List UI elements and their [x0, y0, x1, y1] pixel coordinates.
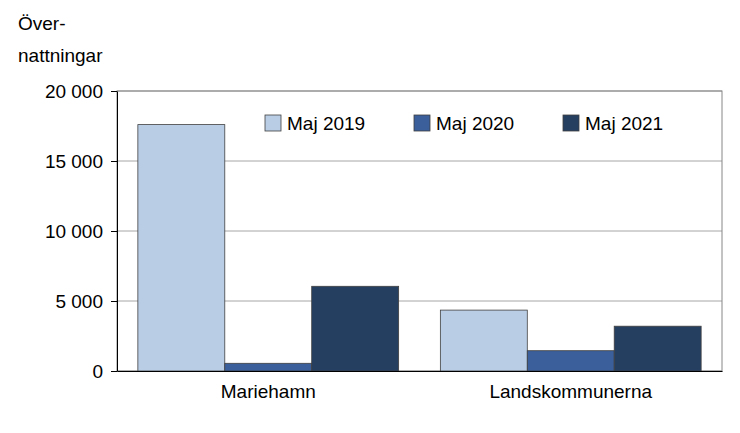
y-tick-label: 10 000 — [45, 221, 103, 242]
bar — [527, 351, 614, 371]
y-axis-title: Över-nattningar — [18, 13, 103, 66]
legend-swatch — [265, 115, 281, 131]
x-tick: Landskommunerna — [489, 371, 652, 402]
x-axis: Mariehamn Landskommunerna — [118, 371, 723, 402]
x-tick-label: Mariehamn — [221, 381, 316, 402]
y-tick-label: 15 000 — [45, 151, 103, 172]
y-tick-label: 5 000 — [55, 291, 103, 312]
y-tick-mark — [111, 161, 117, 162]
legend-label: Maj 2020 — [436, 113, 514, 134]
bar — [440, 310, 527, 371]
y-tick-mark — [111, 371, 117, 372]
legend-label: Maj 2019 — [287, 113, 365, 134]
y-tick-label: 20 000 — [45, 81, 103, 102]
y-tick: 10 000 — [45, 221, 117, 242]
legend-swatch — [414, 115, 430, 131]
legend-item: Maj 2021 — [563, 113, 663, 134]
grid — [117, 91, 722, 371]
bar — [312, 286, 399, 371]
legend: Maj 2019 Maj 2020 Maj 2021 — [265, 113, 663, 134]
x-axis-line — [118, 371, 723, 372]
legend-item: Maj 2020 — [414, 113, 514, 134]
bar — [614, 326, 701, 371]
x-tick-label: Landskommunerna — [489, 381, 652, 402]
chart: 0 5 000 10 000 15 000 20 000 Mariehamn Landsko… — [0, 0, 740, 433]
plot: 0 5 000 10 000 15 000 20 000 Mariehamn Landsko… — [45, 81, 723, 403]
y-tick: 0 — [92, 361, 117, 382]
bars — [138, 125, 701, 371]
y-tick-mark — [111, 301, 117, 302]
y-tick: 5 000 — [55, 291, 117, 312]
bar — [225, 363, 312, 371]
y-axis: 0 5 000 10 000 15 000 20 000 — [45, 81, 118, 382]
plot-frame — [117, 91, 722, 371]
y-tick-label: 0 — [92, 361, 103, 382]
legend-swatch — [563, 115, 579, 131]
y-tick: 15 000 — [45, 151, 117, 172]
x-tick: Mariehamn — [221, 371, 316, 402]
y-tick-mark — [111, 231, 117, 232]
y-tick-mark — [111, 91, 117, 92]
bar — [138, 125, 225, 371]
legend-label: Maj 2021 — [585, 113, 663, 134]
y-tick: 20 000 — [45, 81, 117, 102]
legend-item: Maj 2019 — [265, 113, 365, 134]
y-axis-line — [117, 92, 118, 372]
